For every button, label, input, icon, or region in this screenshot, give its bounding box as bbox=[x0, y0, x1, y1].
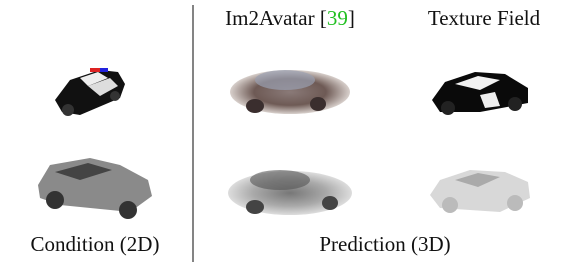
footer-label: Condition (2D) bbox=[31, 232, 160, 257]
column-label: Texture Field bbox=[428, 6, 540, 31]
car-suv bbox=[38, 158, 152, 219]
column-label: Im2Avatar [39] bbox=[225, 6, 355, 31]
citation[interactable]: 39 bbox=[327, 6, 348, 30]
bracket: [ bbox=[320, 6, 327, 30]
figure: Im2Avatar [39] Texture Field Condition (… bbox=[0, 0, 562, 265]
footer-label: Prediction (3D) bbox=[319, 232, 450, 257]
bracket: ] bbox=[348, 6, 355, 30]
car-blurry-top bbox=[230, 70, 350, 114]
car-police bbox=[55, 68, 125, 116]
method-name: Im2Avatar bbox=[225, 6, 320, 30]
car-black bbox=[432, 72, 528, 115]
car-white bbox=[430, 170, 530, 213]
car-blurry-bottom bbox=[228, 170, 352, 215]
figure-art bbox=[0, 0, 562, 265]
